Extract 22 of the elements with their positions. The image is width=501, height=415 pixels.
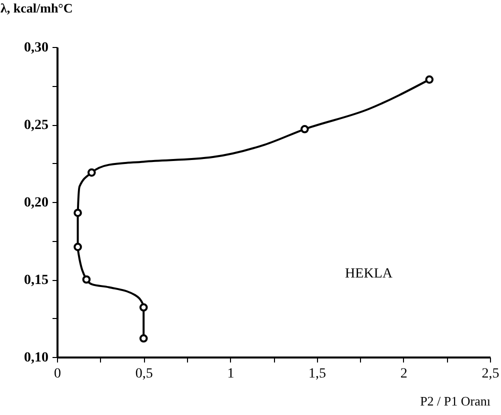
point	[74, 208, 82, 218]
x-tick-label: 1	[227, 366, 234, 382]
y-axis-title: λ, kcal/mh°C	[0, 0, 73, 16]
annotation: HEKLA	[345, 266, 394, 282]
point	[425, 75, 434, 84]
y-tick-label: 0,30	[24, 40, 48, 56]
y-tick-label: 0,20	[24, 196, 48, 210]
y-tick-label: 0,15	[24, 273, 48, 288]
x-tick-label: 2,5	[482, 366, 500, 382]
point	[139, 303, 148, 312]
x-tick-label: 1,5	[308, 366, 326, 382]
point	[82, 275, 91, 284]
point	[74, 242, 82, 252]
y-tick-label: 0,10	[24, 350, 48, 366]
x-axis-title: P2 / P1 Oranı	[420, 394, 491, 408]
x-tick-label: 0	[54, 366, 61, 382]
point	[139, 334, 148, 343]
point	[300, 124, 309, 134]
x-tick-label: 0,5	[135, 366, 153, 382]
y-tick-label: 0,25	[24, 118, 48, 133]
point	[87, 168, 96, 177]
x-tick-label: 2	[400, 366, 408, 382]
